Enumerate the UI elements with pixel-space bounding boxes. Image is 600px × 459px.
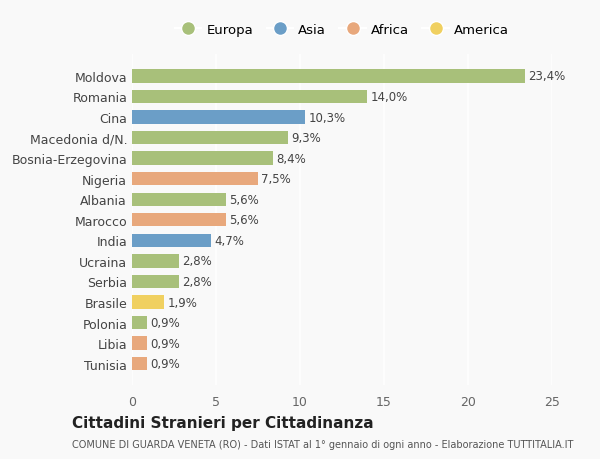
Text: 0,9%: 0,9% xyxy=(151,358,180,370)
Bar xyxy=(132,70,525,84)
Bar xyxy=(132,90,367,104)
Text: COMUNE DI GUARDA VENETA (RO) - Dati ISTAT al 1° gennaio di ogni anno - Elaborazi: COMUNE DI GUARDA VENETA (RO) - Dati ISTA… xyxy=(72,440,574,449)
Bar xyxy=(132,213,226,227)
Bar xyxy=(132,255,179,268)
Bar xyxy=(132,296,164,309)
Bar xyxy=(132,152,273,165)
Text: 2,8%: 2,8% xyxy=(182,275,212,288)
Bar xyxy=(132,111,305,124)
Text: 5,6%: 5,6% xyxy=(229,214,259,227)
Bar xyxy=(132,275,179,289)
Text: 8,4%: 8,4% xyxy=(277,152,306,165)
Text: 9,3%: 9,3% xyxy=(292,132,322,145)
Text: 23,4%: 23,4% xyxy=(529,70,566,83)
Text: 0,9%: 0,9% xyxy=(151,316,180,330)
Bar xyxy=(132,193,226,207)
Text: 4,7%: 4,7% xyxy=(214,235,244,247)
Bar xyxy=(132,316,147,330)
Text: 7,5%: 7,5% xyxy=(262,173,291,186)
Bar xyxy=(132,132,288,145)
Bar xyxy=(132,173,258,186)
Text: 10,3%: 10,3% xyxy=(308,111,346,124)
Text: 2,8%: 2,8% xyxy=(182,255,212,268)
Bar xyxy=(132,357,147,370)
Bar xyxy=(132,234,211,247)
Text: 0,9%: 0,9% xyxy=(151,337,180,350)
Text: 1,9%: 1,9% xyxy=(167,296,197,309)
Bar xyxy=(132,337,147,350)
Text: Cittadini Stranieri per Cittadinanza: Cittadini Stranieri per Cittadinanza xyxy=(72,415,374,430)
Text: 5,6%: 5,6% xyxy=(229,193,259,206)
Text: 14,0%: 14,0% xyxy=(371,91,408,104)
Legend: Europa, Asia, Africa, America: Europa, Asia, Africa, America xyxy=(170,19,514,42)
